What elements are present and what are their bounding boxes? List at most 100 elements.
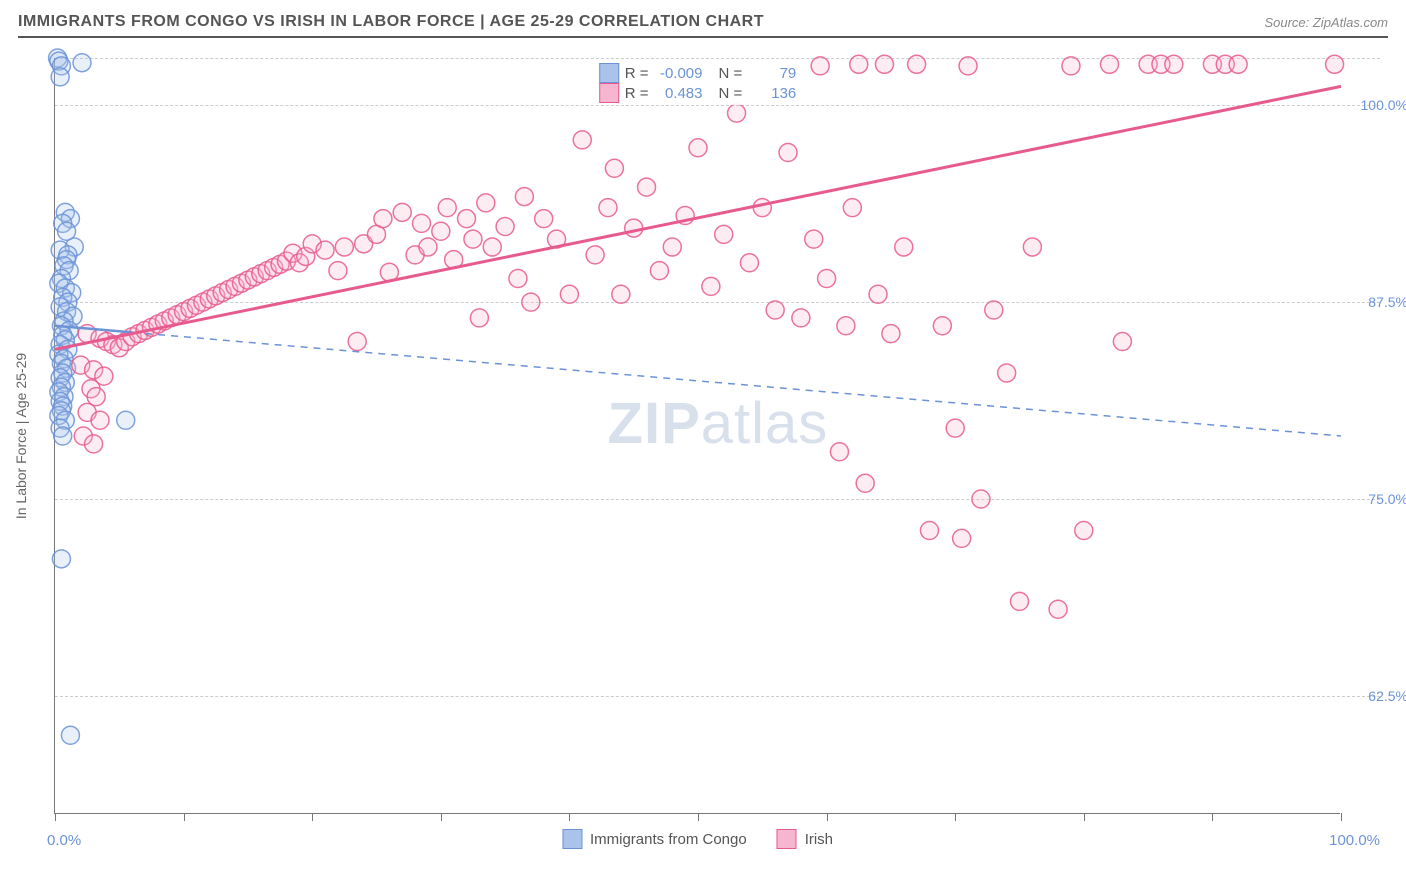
legend-stats-row-0: R = -0.009 N = 79: [599, 63, 797, 83]
title-bar: IMMIGRANTS FROM CONGO VS IRISH IN LABOR …: [18, 14, 1388, 38]
data-point: [599, 199, 617, 217]
data-point: [715, 225, 733, 243]
r-label-1: R =: [625, 85, 649, 102]
data-point: [882, 325, 900, 343]
data-point: [920, 522, 938, 540]
data-point: [1101, 55, 1119, 73]
legend-swatch-bottom-0: [562, 829, 582, 849]
n-value-1: 136: [748, 85, 796, 102]
data-point: [830, 443, 848, 461]
data-point: [1326, 55, 1344, 73]
n-label-0: N =: [719, 65, 743, 82]
data-point: [560, 285, 578, 303]
data-point: [612, 285, 630, 303]
data-point: [1113, 333, 1131, 351]
x-tick: [569, 813, 570, 821]
data-point: [1165, 55, 1183, 73]
data-point: [740, 254, 758, 272]
data-point: [374, 210, 392, 228]
x-tick: [441, 813, 442, 821]
data-point: [73, 54, 91, 72]
data-point: [837, 317, 855, 335]
plot-area: In Labor Force | Age 25-29 62.5%75.0%87.…: [54, 58, 1340, 814]
data-point: [946, 419, 964, 437]
data-point: [663, 238, 681, 256]
n-label-1: N =: [719, 85, 743, 102]
data-point: [753, 199, 771, 217]
chart-title: IMMIGRANTS FROM CONGO VS IRISH IN LABOR …: [18, 13, 764, 31]
data-point: [625, 219, 643, 237]
r-value-1: 0.483: [655, 85, 703, 102]
data-point: [779, 144, 797, 162]
data-point: [316, 241, 334, 259]
data-point: [850, 55, 868, 73]
data-point: [91, 411, 109, 429]
data-point: [329, 262, 347, 280]
data-point: [535, 210, 553, 228]
data-point: [1011, 592, 1029, 610]
data-point: [650, 262, 668, 280]
data-point: [953, 529, 971, 547]
data-point: [1229, 55, 1247, 73]
x-tick: [698, 813, 699, 821]
r-label-0: R =: [625, 65, 649, 82]
data-point: [605, 159, 623, 177]
data-point: [61, 726, 79, 744]
data-point: [766, 301, 784, 319]
x-tick: [312, 813, 313, 821]
data-point: [1075, 522, 1093, 540]
y-tick-label: 62.5%: [1368, 688, 1406, 704]
n-value-0: 79: [748, 65, 796, 82]
legend-stats: R = -0.009 N = 79 R = 0.483 N = 136: [591, 61, 805, 105]
data-point: [638, 178, 656, 196]
data-point: [908, 55, 926, 73]
x-tick: [827, 813, 828, 821]
source-attribution: Source: ZipAtlas.com: [1264, 15, 1388, 30]
data-point: [496, 218, 514, 236]
data-point: [52, 550, 70, 568]
data-point: [998, 364, 1016, 382]
data-point: [464, 230, 482, 248]
data-point: [933, 317, 951, 335]
x-tick: [1341, 813, 1342, 821]
data-point: [728, 104, 746, 122]
data-point: [875, 55, 893, 73]
data-point: [972, 490, 990, 508]
data-point: [856, 474, 874, 492]
legend-swatch-1: [599, 83, 619, 103]
x-tick: [55, 813, 56, 821]
data-point: [869, 285, 887, 303]
data-point: [573, 131, 591, 149]
legend-label-1: Irish: [805, 831, 833, 848]
x-axis-max-label: 100.0%: [1329, 832, 1380, 849]
r-value-0: -0.009: [655, 65, 703, 82]
legend-item-0: Immigrants from Congo: [562, 829, 747, 849]
data-point: [348, 333, 366, 351]
x-tick: [1212, 813, 1213, 821]
y-tick-label: 75.0%: [1368, 491, 1406, 507]
y-tick-label: 87.5%: [1368, 294, 1406, 310]
y-tick-label: 100.0%: [1361, 97, 1406, 113]
data-point: [1049, 600, 1067, 618]
x-tick: [955, 813, 956, 821]
legend-swatch-bottom-1: [777, 829, 797, 849]
data-point: [985, 301, 1003, 319]
scatter-svg: [55, 58, 1340, 813]
data-point: [515, 188, 533, 206]
data-point: [702, 277, 720, 295]
data-point: [335, 238, 353, 256]
data-point: [438, 199, 456, 217]
legend-swatch-0: [599, 63, 619, 83]
data-point: [483, 238, 501, 256]
legend-series: Immigrants from Congo Irish: [562, 829, 833, 849]
data-point: [895, 238, 913, 256]
x-tick: [1084, 813, 1085, 821]
data-point: [959, 57, 977, 75]
data-point: [586, 246, 604, 264]
legend-item-1: Irish: [777, 829, 833, 849]
data-point: [805, 230, 823, 248]
data-point: [1062, 57, 1080, 75]
legend-stats-row-1: R = 0.483 N = 136: [599, 83, 797, 103]
data-point: [85, 435, 103, 453]
data-point: [470, 309, 488, 327]
